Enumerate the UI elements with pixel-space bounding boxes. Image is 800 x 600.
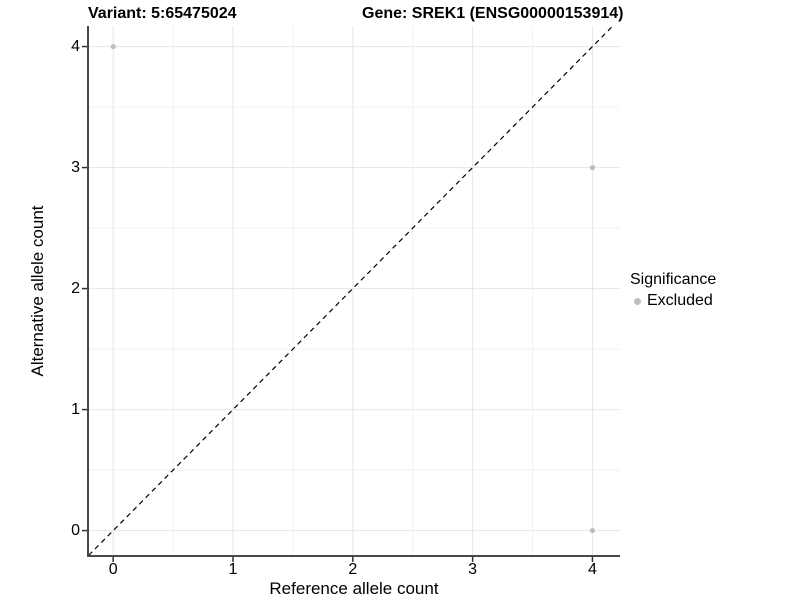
legend: Significance Excluded [630, 271, 716, 310]
x-tick-label: 4 [587, 561, 597, 578]
plot-title-gene: Gene: SREK1 (ENSG00000153914) [362, 5, 624, 22]
identity-reference-line [88, 26, 614, 556]
x-tick-label: 2 [348, 561, 358, 578]
plot-title-variant: Variant: 5:65475024 [88, 5, 237, 22]
legend-entry-label: Excluded [647, 292, 713, 309]
x-tick-label: 1 [228, 561, 238, 578]
y-tick-label: 0 [71, 521, 80, 539]
legend-title: Significance [630, 271, 717, 288]
y-axis-title: Alternative allele count [28, 205, 47, 377]
data-point [110, 43, 116, 50]
y-tick-label: 3 [71, 158, 80, 176]
legend-entry-excluded: Excluded [630, 292, 716, 310]
x-tick-label: 0 [108, 561, 118, 578]
y-tick-label: 1 [71, 400, 80, 418]
y-tick-label: 2 [71, 279, 80, 297]
legend-point-icon [634, 297, 641, 305]
x-axis-title: Reference allele count [269, 579, 439, 598]
data-point [589, 164, 596, 171]
x-tick-label: 3 [468, 561, 478, 578]
y-tick-label: 4 [71, 37, 80, 55]
data-point [589, 527, 596, 534]
